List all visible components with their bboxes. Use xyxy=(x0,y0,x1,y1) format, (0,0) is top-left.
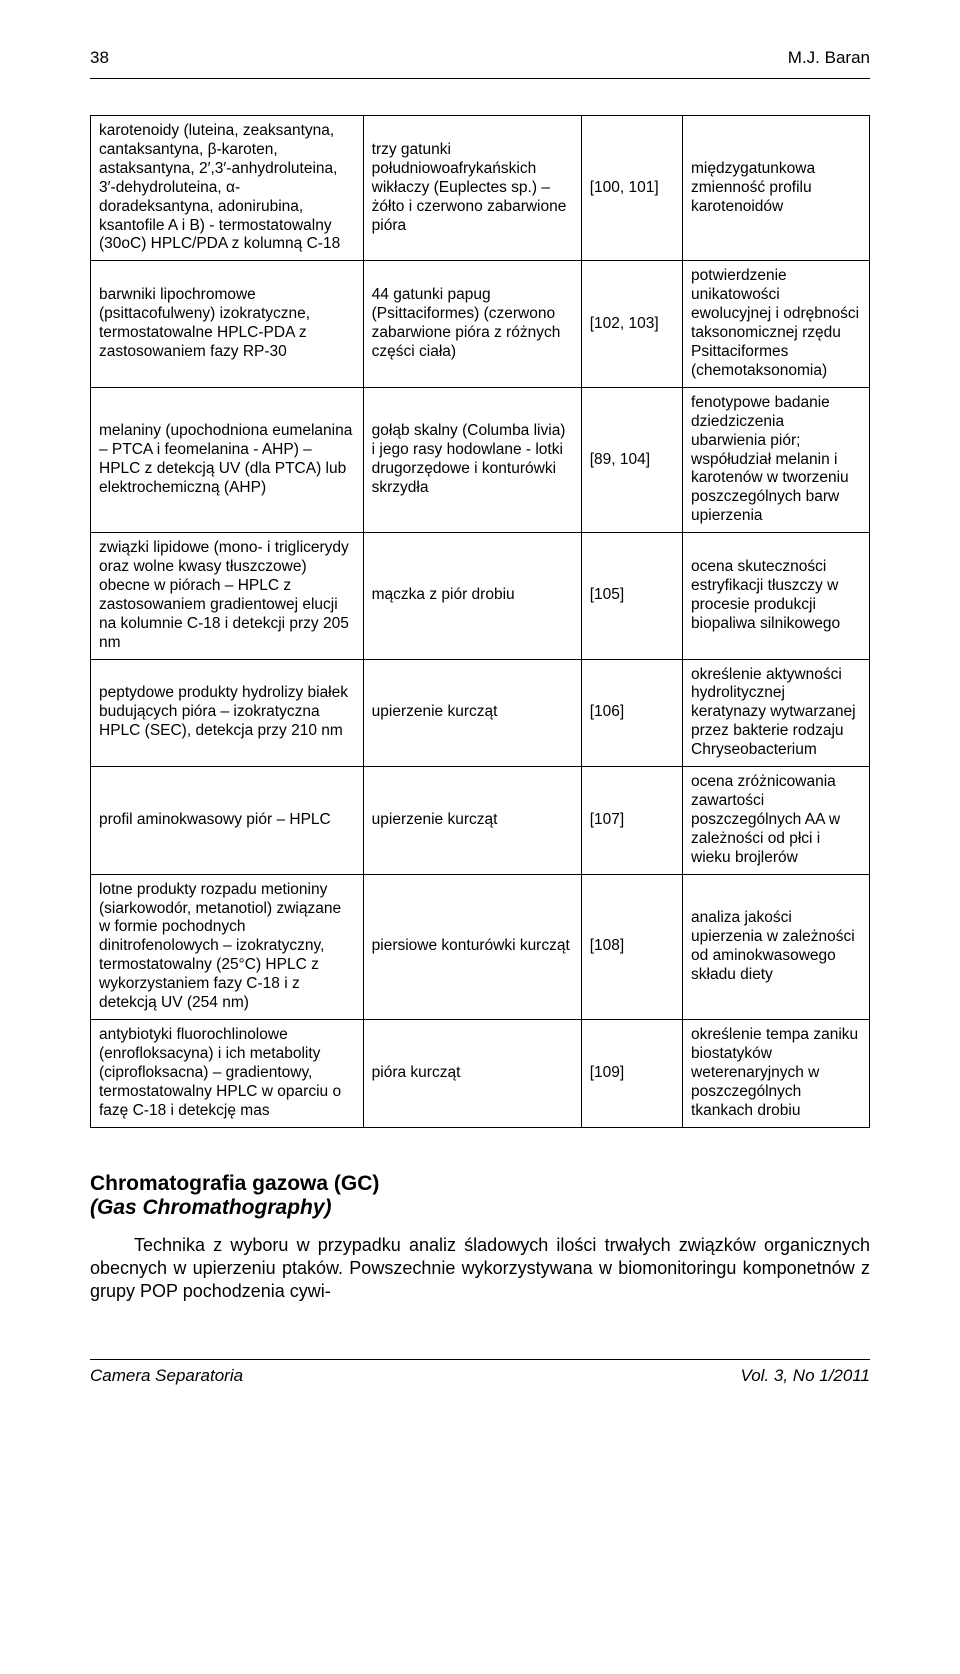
footer-issue: Vol. 3, No 1/2011 xyxy=(741,1366,870,1386)
table-cell: [102, 103] xyxy=(581,261,682,387)
table-row: peptydowe produkty hydrolizy białek budu… xyxy=(91,659,870,767)
footer-rule xyxy=(90,1359,870,1360)
table-cell: ocena zróżnicowania zawartości poszczegó… xyxy=(683,767,870,875)
page-number: 38 xyxy=(90,48,109,68)
table-cell: mączka z piór drobiu xyxy=(363,533,581,659)
data-table: karotenoidy (luteina, zeaksantyna, canta… xyxy=(90,115,870,1128)
table-cell: upierzenie kurcząt xyxy=(363,659,581,767)
table-cell: [89, 104] xyxy=(581,387,682,532)
table-cell: związki lipidowe (mono- i triglicerydy o… xyxy=(91,533,364,659)
table-cell: [105] xyxy=(581,533,682,659)
table-cell: piersiowe konturówki kurcząt xyxy=(363,874,581,1019)
table-row: profil aminokwasowy piór – HPLCupierzeni… xyxy=(91,767,870,875)
table-row: barwniki lipochromowe (psittacofulweny) … xyxy=(91,261,870,387)
table-cell: trzy gatunki południowoafrykańskich wikł… xyxy=(363,116,581,261)
table-cell: analiza jakości upierzenia w zależności … xyxy=(683,874,870,1019)
table-row: melaniny (upochodniona eumelanina – PTCA… xyxy=(91,387,870,532)
section-heading: Chromatografia gazowa (GC) (Gas Chromath… xyxy=(90,1172,870,1220)
table-cell: fenotypowe badanie dziedziczenia ubarwie… xyxy=(683,387,870,532)
table-cell: upierzenie kurcząt xyxy=(363,767,581,875)
table-cell: profil aminokwasowy piór – HPLC xyxy=(91,767,364,875)
table-cell: lotne produkty rozpadu metioniny (siarko… xyxy=(91,874,364,1019)
table-cell: [107] xyxy=(581,767,682,875)
table-cell: [106] xyxy=(581,659,682,767)
section-title: Chromatografia gazowa (GC) xyxy=(90,1172,870,1196)
table-row: antybiotyki fluorochlinolowe (enrofloksa… xyxy=(91,1019,870,1127)
table-cell: [100, 101] xyxy=(581,116,682,261)
table-cell: określenie tempa zaniku biostatyków wete… xyxy=(683,1019,870,1127)
table-cell: peptydowe produkty hydrolizy białek budu… xyxy=(91,659,364,767)
header-author: M.J. Baran xyxy=(788,48,870,68)
table-cell: barwniki lipochromowe (psittacofulweny) … xyxy=(91,261,364,387)
table-row: związki lipidowe (mono- i triglicerydy o… xyxy=(91,533,870,659)
page-footer: Camera Separatoria Vol. 3, No 1/2011 xyxy=(90,1366,870,1386)
section-subtitle: (Gas Chromathography) xyxy=(90,1196,870,1220)
table-cell: gołąb skalny (Columba livia) i jego rasy… xyxy=(363,387,581,532)
page-header: 38 M.J. Baran xyxy=(90,48,870,68)
table-row: karotenoidy (luteina, zeaksantyna, canta… xyxy=(91,116,870,261)
table-cell: ocena skuteczności estryfikacji tłuszczy… xyxy=(683,533,870,659)
footer-journal: Camera Separatoria xyxy=(90,1366,243,1386)
page-container: 38 M.J. Baran karotenoidy (luteina, zeak… xyxy=(0,0,960,1426)
header-rule xyxy=(90,78,870,79)
table-cell: 44 gatunki papug (Psittaciformes) (czerw… xyxy=(363,261,581,387)
table-cell: określenie aktywności hydrolitycznej ker… xyxy=(683,659,870,767)
body-paragraph: Technika z wyboru w przypadku analiz śla… xyxy=(90,1234,870,1303)
table-cell: potwierdzenie unikatowości ewolucyjnej i… xyxy=(683,261,870,387)
table-cell: melaniny (upochodniona eumelanina – PTCA… xyxy=(91,387,364,532)
table-cell: [109] xyxy=(581,1019,682,1127)
table-cell: karotenoidy (luteina, zeaksantyna, canta… xyxy=(91,116,364,261)
table-cell: [108] xyxy=(581,874,682,1019)
table-cell: antybiotyki fluorochlinolowe (enrofloksa… xyxy=(91,1019,364,1127)
table-cell: pióra kurcząt xyxy=(363,1019,581,1127)
table-row: lotne produkty rozpadu metioniny (siarko… xyxy=(91,874,870,1019)
table-cell: międzygatunkowa zmienność profilu karote… xyxy=(683,116,870,261)
